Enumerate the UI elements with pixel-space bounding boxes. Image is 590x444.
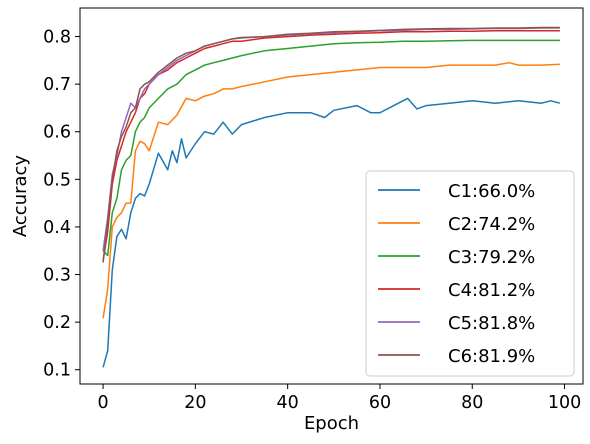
x-tick-label: 100 — [548, 393, 581, 413]
series-line — [102, 39, 560, 257]
legend-entry-label: C4:81.2% — [448, 280, 535, 301]
x-axis: 0 20 40 60 80 100 — [98, 384, 581, 413]
legend-entry-label: C3:79.2% — [448, 247, 535, 268]
x-tick-label: 20 — [184, 393, 206, 413]
y-axis: 0.1 0.2 0.3 0.4 0.5 0.6 0.7 0.8 — [43, 28, 80, 381]
y-tick-label: 0.2 — [43, 313, 71, 333]
y-axis-label: Accuracy — [10, 155, 31, 238]
legend-entry-label: C1:66.0% — [448, 181, 535, 202]
plot-frame — [79, 7, 584, 385]
y-tick-label: 0.3 — [43, 266, 71, 286]
legend-entry-label: C2:74.2% — [448, 214, 535, 235]
y-tick-label: 0.1 — [43, 361, 71, 381]
legend: C1:66.0% C2:74.2% C3:79.2% C4:81.2% C5:81.8%… — [365, 170, 575, 377]
series-line — [102, 30, 560, 261]
y-tick-label: 0.7 — [43, 75, 71, 95]
x-axis-label: Epoch — [304, 413, 359, 434]
series-line — [102, 26, 560, 263]
series-line — [102, 61, 560, 319]
y-tick-label: 0.4 — [43, 218, 71, 238]
x-tick-label: 0 — [98, 393, 109, 413]
series-layer — [102, 26, 561, 368]
legend-entry-label: C5:81.8% — [448, 313, 535, 334]
y-tick-label: 0.8 — [43, 28, 71, 48]
x-tick-label: 80 — [461, 393, 483, 413]
y-tick-label: 0.5 — [43, 170, 71, 190]
x-tick-label: 40 — [277, 393, 299, 413]
series-line — [102, 97, 561, 368]
legend-entry-label: C6:81.9% — [448, 346, 535, 367]
x-tick-label: 60 — [369, 393, 391, 413]
y-tick-label: 0.6 — [43, 123, 71, 143]
